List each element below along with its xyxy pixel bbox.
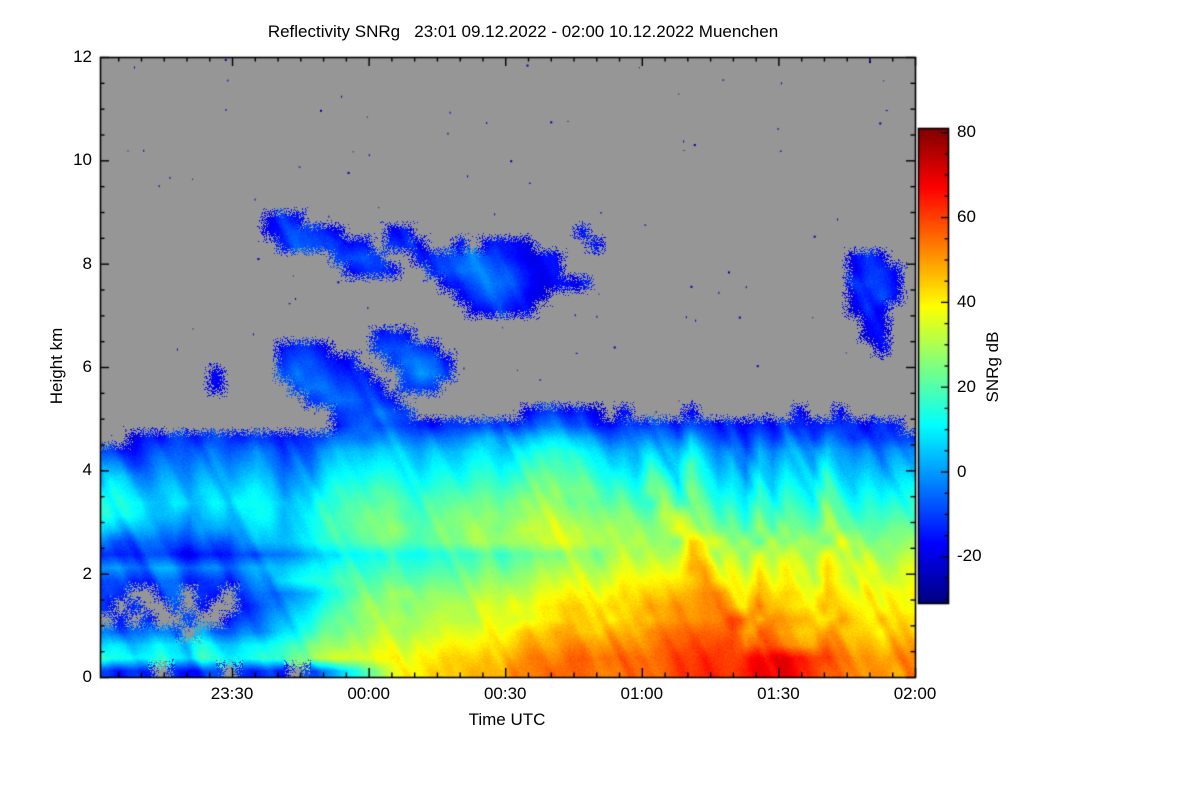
x-axis-tick-label: 01:30 <box>757 684 800 703</box>
y-axis-tick-label: 0 <box>82 667 92 686</box>
x-axis-title: Time UTC <box>468 710 546 729</box>
y-axis-tick-label: 2 <box>82 563 92 583</box>
chart-title: Reflectivity SNRg 23:01 09.12.2022 - 02:… <box>267 22 779 41</box>
x-axis-tick-label: 23:30 <box>210 684 254 703</box>
x-axis-tick-label: 02:00 <box>893 684 937 703</box>
y-axis-title: Height km <box>47 327 66 405</box>
colorbar-tick-label: -20 <box>957 546 982 566</box>
y-axis-tick-label: 4 <box>82 460 92 480</box>
x-axis-tick-label: 00:30 <box>483 684 527 703</box>
y-axis-tick-label: 6 <box>82 357 92 376</box>
colorbar-tick-label: 40 <box>957 291 976 311</box>
y-axis-tick-label: 8 <box>82 253 92 273</box>
x-axis-tick-label: 00:00 <box>347 684 390 703</box>
x-axis-tick-label: 01:00 <box>620 684 664 703</box>
y-axis-tick-label: 12 <box>73 47 92 66</box>
colorbar-title: SNRg dB <box>983 331 1002 403</box>
colorbar-tick-label: 0 <box>957 461 967 481</box>
colorbar-tick-label: 60 <box>957 207 976 227</box>
colorbar-tick-label: 20 <box>957 376 976 396</box>
colorbar-tick-label: 80 <box>957 122 976 142</box>
y-axis-tick-label: 10 <box>73 150 92 170</box>
